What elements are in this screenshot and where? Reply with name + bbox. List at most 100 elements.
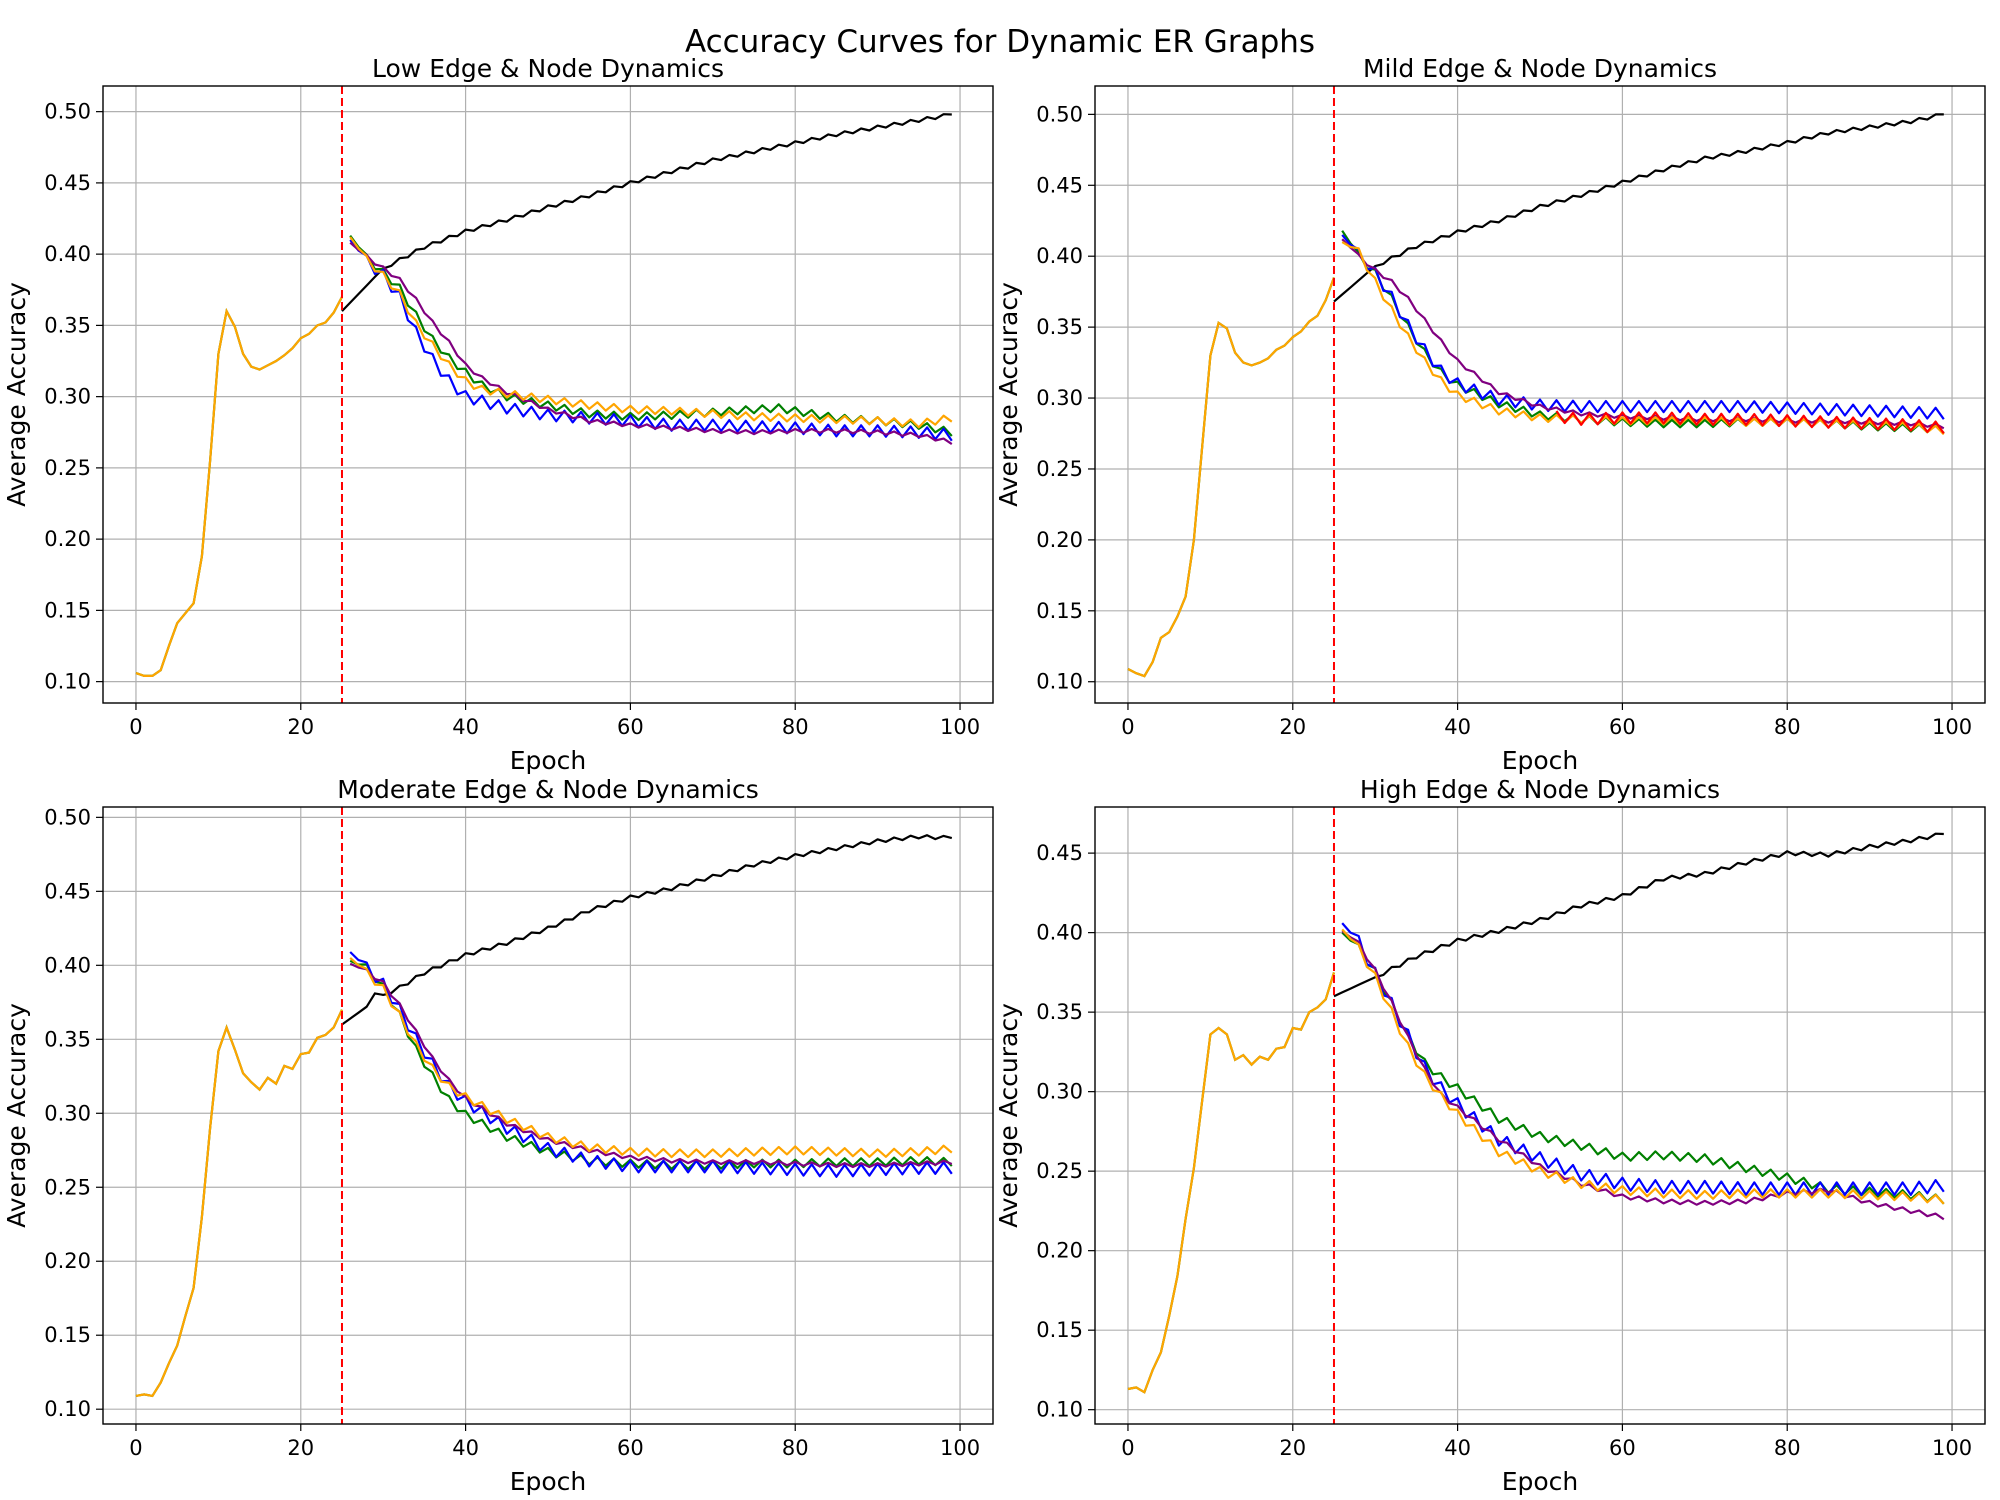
x-tick-label: 80: [782, 1436, 809, 1460]
x-tick-label: 60: [617, 1436, 644, 1460]
x-tick-label: 100: [1932, 715, 1972, 739]
x-axis-label: Epoch: [1502, 1467, 1579, 1496]
x-tick-label: 0: [1121, 715, 1134, 739]
y-tick-label: 0.50: [1036, 102, 1083, 126]
y-tick-label: 0.15: [44, 1323, 91, 1347]
y-tick-label: 0.25: [44, 1175, 91, 1199]
y-tick-label: 0.15: [44, 598, 91, 622]
x-tick-label: 20: [1279, 715, 1306, 739]
y-axis-label: Average Accuracy: [2, 282, 31, 507]
x-tick-label: 60: [1609, 715, 1636, 739]
y-tick-label: 0.50: [44, 805, 91, 829]
series-line: [349, 957, 953, 1159]
plot-area: [135, 834, 953, 1398]
plot-area: [1127, 113, 1945, 678]
x-axis-label: Epoch: [510, 1467, 587, 1496]
x-tick-label: 100: [940, 715, 980, 739]
panel-high-dynamics: High Edge & Node Dynamics Epoch Average …: [994, 775, 1986, 1496]
y-tick-label: 0.45: [44, 171, 91, 195]
plot-area: [135, 113, 953, 678]
y-tick-label: 0.30: [1036, 1080, 1083, 1104]
y-tick-label: 0.50: [44, 100, 91, 124]
x-axis-label: Epoch: [510, 746, 587, 775]
series-line-warmup-orange: [1127, 972, 1336, 1394]
series-line: [349, 241, 953, 446]
y-tick-label: 0.35: [1036, 315, 1083, 339]
y-tick-label: 0.10: [44, 670, 91, 694]
series-line: [349, 236, 953, 429]
y-tick-label: 0.35: [44, 1027, 91, 1051]
panel-title: Moderate Edge & Node Dynamics: [337, 775, 759, 804]
x-tick-label: 40: [452, 715, 479, 739]
grid: [103, 807, 993, 1424]
axes-frame: [102, 85, 994, 704]
x-tick-label: 80: [1774, 715, 1801, 739]
panel-title: Mild Edge & Node Dynamics: [1363, 54, 1717, 83]
series-line: [341, 113, 952, 312]
plot-area: [1127, 832, 1945, 1394]
y-tick-label: 0.10: [1036, 1398, 1083, 1422]
grid: [1095, 807, 1985, 1424]
series-line-warmup-orange: [1127, 277, 1336, 678]
panel-title: High Edge & Node Dynamics: [1360, 775, 1720, 804]
series-line: [341, 834, 953, 1026]
series-line: [1555, 410, 1945, 435]
grid: [1095, 86, 1985, 703]
x-tick-label: 80: [1774, 1436, 1801, 1460]
x-tick-label: 0: [129, 1436, 142, 1460]
y-tick-label: 0.25: [1036, 1159, 1083, 1183]
x-tick-label: 40: [1444, 715, 1471, 739]
series-line: [349, 962, 953, 1169]
x-tick-label: 20: [287, 1436, 314, 1460]
grid: [103, 86, 993, 703]
y-tick-label: 0.40: [44, 953, 91, 977]
x-tick-label: 0: [129, 715, 142, 739]
x-tick-label: 20: [1279, 1436, 1306, 1460]
series-line: [1333, 113, 1944, 303]
x-tick-label: 0: [1121, 1436, 1134, 1460]
y-axis-label: Average Accuracy: [994, 282, 1023, 507]
y-tick-label: 0.20: [44, 1249, 91, 1273]
series-line: [1333, 832, 1944, 998]
x-tick-label: 80: [782, 715, 809, 739]
y-tick-label: 0.45: [1036, 841, 1083, 865]
series-line: [1341, 234, 1945, 420]
x-tick-label: 40: [1444, 1436, 1471, 1460]
axes-frame: [102, 806, 994, 1425]
y-tick-label: 0.30: [1036, 386, 1083, 410]
panel-low-dynamics: Low Edge & Node Dynamics Epoch Average A…: [2, 54, 994, 775]
x-tick-label: 60: [1609, 1436, 1636, 1460]
axes-frame: [1094, 85, 1986, 704]
y-tick-label: 0.10: [44, 1397, 91, 1421]
y-tick-label: 0.20: [1036, 528, 1083, 552]
y-tick-label: 0.15: [1036, 599, 1083, 623]
axes-frame: [1094, 806, 1986, 1425]
series-line: [349, 959, 953, 1171]
figure-suptitle: Accuracy Curves for Dynamic ER Graphs: [685, 24, 1315, 60]
series-line: [349, 239, 953, 442]
y-tick-label: 0.45: [44, 879, 91, 903]
y-axis-label: Average Accuracy: [994, 1003, 1023, 1228]
y-tick-label: 0.30: [44, 1101, 91, 1125]
series-line-warmup-orange: [135, 296, 343, 678]
y-tick-label: 0.40: [1036, 921, 1083, 945]
y-tick-label: 0.30: [44, 385, 91, 409]
panel-title: Low Edge & Node Dynamics: [372, 54, 724, 83]
series-line: [1341, 922, 1945, 1197]
y-tick-label: 0.15: [1036, 1318, 1083, 1342]
series-line: [1341, 928, 1945, 1205]
series-line-warmup-orange: [135, 1009, 343, 1398]
x-axis-label: Epoch: [1502, 746, 1579, 775]
y-tick-label: 0.35: [1036, 1000, 1083, 1024]
y-tick-label: 0.25: [44, 456, 91, 480]
y-tick-label: 0.40: [44, 242, 91, 266]
x-tick-label: 100: [1932, 1436, 1972, 1460]
y-tick-label: 0.45: [1036, 173, 1083, 197]
y-tick-label: 0.25: [1036, 457, 1083, 481]
x-tick-label: 40: [452, 1436, 479, 1460]
x-tick-label: 100: [940, 1436, 980, 1460]
x-tick-label: 20: [287, 715, 314, 739]
y-tick-label: 0.10: [1036, 670, 1083, 694]
panel-moderate-dynamics: Moderate Edge & Node Dynamics Epoch Aver…: [2, 775, 994, 1496]
